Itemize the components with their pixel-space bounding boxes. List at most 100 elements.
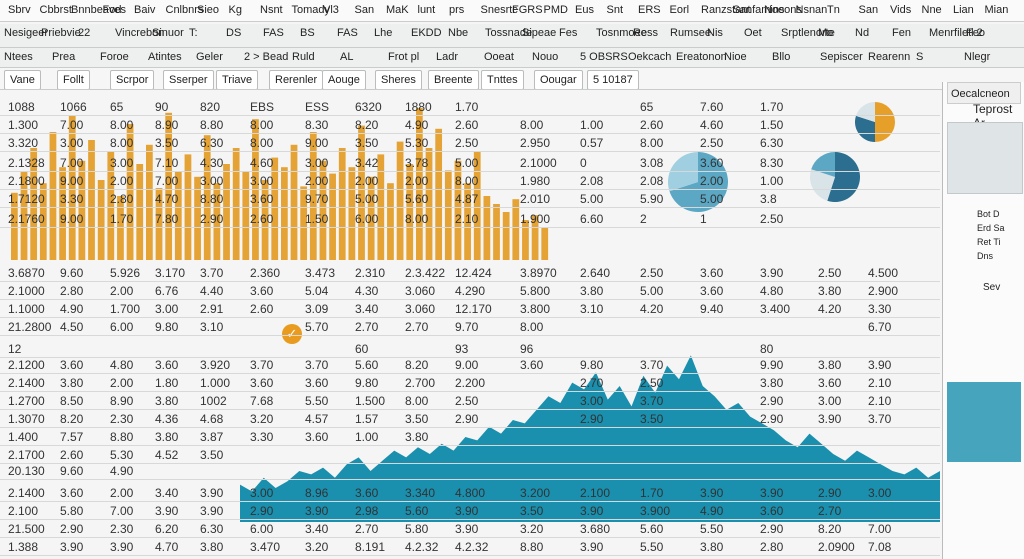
cell-r5-c8[interactable]: 5.60 <box>405 192 429 206</box>
toolbar1-item-25[interactable]: Menrfiletl 2 <box>929 27 983 39</box>
cell-r14-c6[interactable]: 5.50 <box>305 394 329 408</box>
toolbar1-item-20[interactable]: Oet <box>744 27 762 39</box>
cell-r15-c9[interactable]: 2.90 <box>455 412 479 426</box>
cell-r11-c7[interactable]: 60 <box>355 342 369 356</box>
cell-r1-c4[interactable]: 8.80 <box>200 118 224 132</box>
cell-r21-c9[interactable]: 3.90 <box>455 522 479 536</box>
cell-r14-c9[interactable]: 2.50 <box>455 394 479 408</box>
cell-r21-c4[interactable]: 6.30 <box>200 522 224 536</box>
cell-r12-c5[interactable]: 3.70 <box>250 358 274 372</box>
cell-r21-c10[interactable]: 3.20 <box>520 522 544 536</box>
menu-item-30[interactable]: Lian <box>953 4 974 16</box>
cell-r8-c4[interactable]: 4.40 <box>200 284 224 298</box>
cell-r5-c3[interactable]: 4.70 <box>155 192 179 206</box>
menu-item-4[interactable]: Baiv <box>134 4 156 16</box>
cell-r15-c5[interactable]: 3.20 <box>250 412 274 426</box>
cell-r4-c3[interactable]: 7.00 <box>155 174 179 188</box>
cell-r12-c9[interactable]: 9.00 <box>455 358 479 372</box>
cell-r0-c14[interactable]: 1.70 <box>760 100 784 114</box>
cell-r2-c13[interactable]: 2.50 <box>700 136 724 150</box>
cell-r9-c6[interactable]: 3.09 <box>305 302 329 316</box>
cell-r2-c6[interactable]: 9.00 <box>305 136 329 150</box>
cell-r21-c15[interactable]: 8.20 <box>818 522 842 536</box>
cell-r17-c0[interactable]: 2.1700 <box>8 448 45 462</box>
cell-r5-c1[interactable]: 3.30 <box>60 192 84 206</box>
cell-r9-c1[interactable]: 4.90 <box>60 302 84 316</box>
toolbar2-item-10[interactable]: Ooeat <box>484 51 514 63</box>
cell-r14-c16[interactable]: 2.10 <box>868 394 892 408</box>
cell-r7-c10[interactable]: 3.8970 <box>520 266 557 280</box>
cell-r0-c7[interactable]: 6320 <box>355 100 382 114</box>
cell-r8-c1[interactable]: 2.80 <box>60 284 84 298</box>
cell-r5-c7[interactable]: 5.00 <box>355 192 379 206</box>
toolbar2-item-2[interactable]: Foroe <box>100 51 129 63</box>
cell-r7-c14[interactable]: 3.90 <box>760 266 784 280</box>
toolbar1-item-6[interactable]: DS <box>226 27 242 39</box>
cell-r19-c2[interactable]: 2.00 <box>110 486 134 500</box>
cell-r13-c8[interactable]: 2.700 <box>405 376 436 390</box>
cell-r19-c12[interactable]: 1.70 <box>640 486 664 500</box>
toolbar1-item-11[interactable]: EKDD <box>411 27 442 39</box>
cell-r10-c2[interactable]: 6.00 <box>110 320 134 334</box>
menu-item-12[interactable]: MaK <box>386 4 409 16</box>
cell-r4-c14[interactable]: 1.00 <box>760 174 784 188</box>
cell-r22-c16[interactable]: 7.08 <box>868 540 892 554</box>
column-header-2[interactable]: Scrpor <box>110 70 155 89</box>
cell-r1-c10[interactable]: 8.00 <box>520 118 544 132</box>
cell-r8-c0[interactable]: 2.1000 <box>8 284 45 298</box>
cell-r8-c8[interactable]: 3.060 <box>405 284 436 298</box>
cell-r19-c9[interactable]: 4.800 <box>455 486 486 500</box>
cell-r16-c0[interactable]: 1.400 <box>8 430 39 444</box>
toolbar1-item-26[interactable]: Feo <box>966 27 985 39</box>
toolbar1-item-5[interactable]: T: <box>189 27 198 39</box>
toolbar1-item-15[interactable]: Fes <box>559 27 578 39</box>
cell-r13-c15[interactable]: 3.60 <box>818 376 842 390</box>
cell-r20-c3[interactable]: 3.90 <box>155 504 179 518</box>
cell-r21-c2[interactable]: 2.30 <box>110 522 134 536</box>
cell-r21-c3[interactable]: 6.20 <box>155 522 179 536</box>
column-header-3[interactable]: Sserper <box>163 70 214 89</box>
cell-r8-c6[interactable]: 5.04 <box>305 284 329 298</box>
menu-item-8[interactable]: Nsnt <box>260 4 283 16</box>
cell-r20-c13[interactable]: 4.90 <box>700 504 724 518</box>
panel-list-item-3[interactable]: Dns <box>977 251 994 261</box>
cell-r3-c0[interactable]: 2.1328 <box>8 156 45 170</box>
toolbar1-item-16[interactable]: Tosnmoee <box>596 27 647 39</box>
cell-r6-c12[interactable]: 2 <box>640 212 647 226</box>
cell-r7-c4[interactable]: 3.70 <box>200 266 224 280</box>
cell-r0-c8[interactable]: 1880 <box>405 100 432 114</box>
cell-r12-c14[interactable]: 9.90 <box>760 358 784 372</box>
cell-r16-c1[interactable]: 7.57 <box>60 430 84 444</box>
cell-r4-c8[interactable]: 2.00 <box>405 174 429 188</box>
cell-r9-c10[interactable]: 3.800 <box>520 302 551 316</box>
cell-r6-c4[interactable]: 2.90 <box>200 212 224 226</box>
cell-r9-c4[interactable]: 2.91 <box>200 302 224 316</box>
cell-r7-c11[interactable]: 2.640 <box>580 266 611 280</box>
toolbar2-item-17[interactable]: Sepiscer <box>820 51 863 63</box>
cell-r10-c4[interactable]: 3.10 <box>200 320 224 334</box>
menu-item-6[interactable]: Sieo <box>197 4 220 16</box>
menu-item-9[interactable]: Tomady <box>291 4 331 16</box>
cell-r22-c2[interactable]: 3.90 <box>110 540 134 554</box>
cell-r9-c14[interactable]: 3.400 <box>760 302 791 316</box>
toolbar2-item-4[interactable]: Geler <box>196 51 223 63</box>
cell-r20-c6[interactable]: 3.90 <box>305 504 329 518</box>
cell-r20-c0[interactable]: 2.100 <box>8 504 39 518</box>
toolbar2-item-8[interactable]: Frot pl <box>388 51 420 63</box>
cell-r5-c13[interactable]: 5.00 <box>700 192 724 206</box>
column-header-8[interactable]: Breente <box>428 70 479 89</box>
toolbar1-item-22[interactable]: Mo <box>818 27 834 39</box>
cell-r5-c14[interactable]: 3.8 <box>760 192 777 206</box>
menu-item-20[interactable]: ERS <box>638 4 661 16</box>
cell-r6-c14[interactable]: 2.50 <box>760 212 784 226</box>
menu-item-19[interactable]: Snt <box>606 4 624 16</box>
cell-r12-c6[interactable]: 3.70 <box>305 358 329 372</box>
cell-r15-c16[interactable]: 3.70 <box>868 412 892 426</box>
cell-r9-c12[interactable]: 4.20 <box>640 302 664 316</box>
cell-r4-c0[interactable]: 2.1800 <box>8 174 45 188</box>
cell-r9-c9[interactable]: 12.170 <box>455 302 492 316</box>
toolbar1-item-2[interactable]: 22 <box>78 27 91 39</box>
cell-r9-c7[interactable]: 3.40 <box>355 302 379 316</box>
menu-item-1[interactable]: Cbbrst <box>39 4 72 16</box>
cell-r19-c7[interactable]: 3.60 <box>355 486 379 500</box>
